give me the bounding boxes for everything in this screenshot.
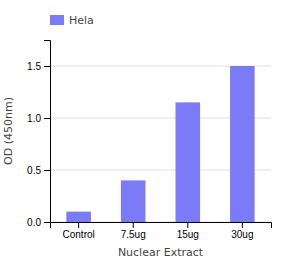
tick-mark bbox=[187, 222, 188, 228]
tick-label: 7.5ug bbox=[121, 229, 146, 240]
tick-label: Control bbox=[63, 229, 95, 240]
bars bbox=[66, 66, 254, 222]
bar bbox=[230, 66, 255, 222]
tick: Control bbox=[63, 222, 95, 240]
tick-mark bbox=[44, 170, 50, 171]
legend-label: Hela bbox=[69, 14, 94, 27]
tick-mark bbox=[133, 222, 134, 228]
bar bbox=[66, 212, 91, 222]
plot: 0.0 0.5 1.0 1.5 Control 7.5ug 15ug 30ug bbox=[27, 41, 271, 241]
legend: Hela bbox=[50, 14, 94, 27]
grid bbox=[50, 66, 271, 222]
tick-label: 0.0 bbox=[27, 217, 41, 228]
tick: 30ug bbox=[231, 222, 253, 240]
tick: 15ug bbox=[177, 222, 199, 240]
y-axis-title: OD (450nm) bbox=[2, 97, 15, 165]
tick: 7.5ug bbox=[121, 222, 146, 240]
x-axis-title: Nuclear Extract bbox=[118, 246, 204, 259]
bar bbox=[121, 180, 146, 222]
chart: 0.0 0.5 1.0 1.5 Control 7.5ug 15ug 30ug Nuclear … bbox=[0, 0, 283, 264]
tick-label: 30ug bbox=[231, 229, 253, 240]
tick-mark bbox=[44, 222, 50, 223]
tick-mark bbox=[44, 118, 50, 119]
y-axis: 0.0 0.5 1.0 1.5 bbox=[27, 41, 50, 228]
bar bbox=[176, 102, 201, 222]
tick-label: 15ug bbox=[177, 229, 199, 240]
tick-label: 1.0 bbox=[27, 113, 41, 124]
legend-swatch bbox=[50, 15, 64, 25]
legend-item: Hela bbox=[50, 14, 94, 27]
axis-line bbox=[44, 41, 51, 223]
tick: 0.5 bbox=[27, 165, 50, 176]
tick: 0.0 bbox=[27, 217, 50, 228]
tick-mark bbox=[242, 222, 243, 228]
tick-mark bbox=[44, 66, 50, 67]
tick: 1.5 bbox=[27, 61, 50, 72]
tick-mark bbox=[78, 222, 79, 228]
x-axis: Control 7.5ug 15ug 30ug bbox=[51, 222, 272, 240]
tick: 1.0 bbox=[27, 113, 50, 124]
axis-line bbox=[51, 223, 272, 229]
tick-label: 0.5 bbox=[27, 165, 41, 176]
tick-label: 1.5 bbox=[27, 61, 41, 72]
